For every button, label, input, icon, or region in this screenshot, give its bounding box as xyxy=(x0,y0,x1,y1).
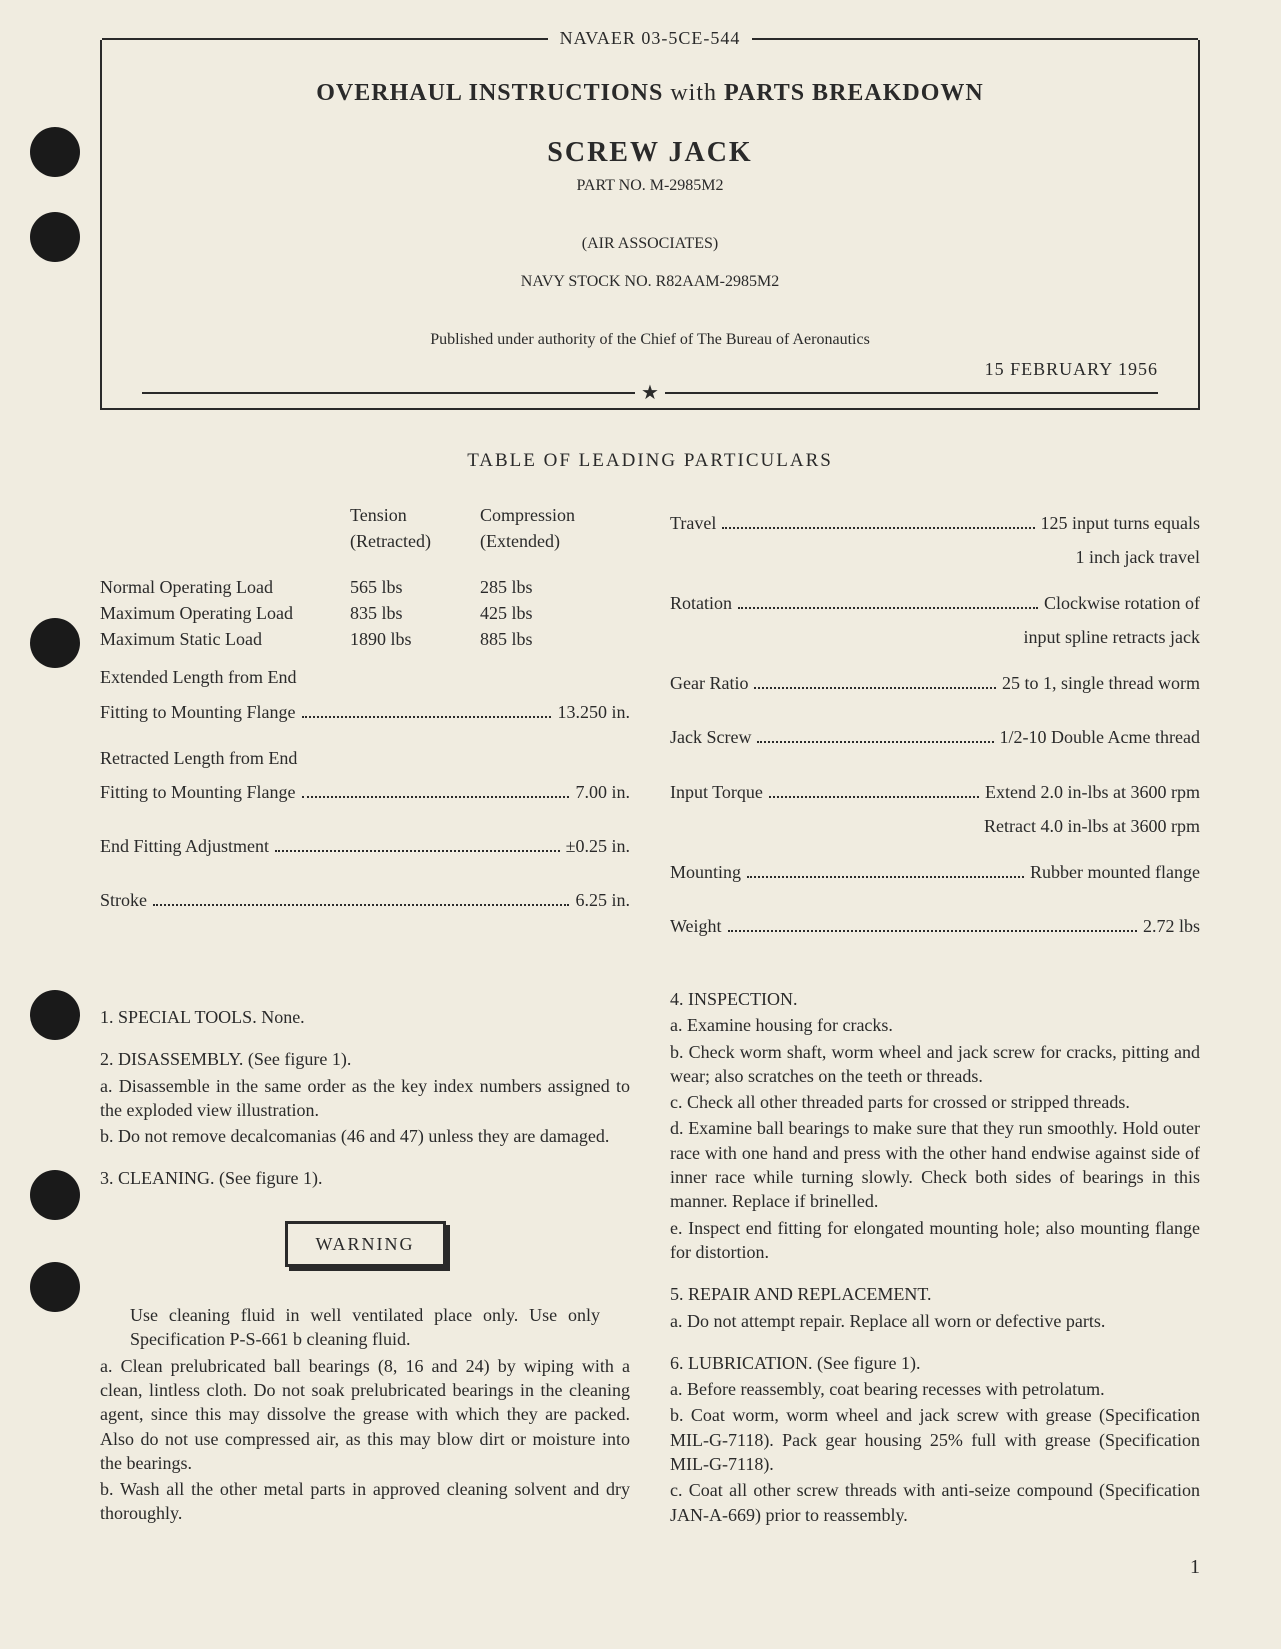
load-row: Normal Operating Load 565 lbs 285 lbs xyxy=(100,574,630,600)
section-heading: 6. LUBRICATION. (See figure 1). xyxy=(670,1351,1200,1375)
spec-line: Extended Length from End xyxy=(100,664,630,690)
body-text: b. Do not remove decalcomanias (46 and 4… xyxy=(100,1124,630,1148)
part-number: PART NO. M-2985M2 xyxy=(142,177,1158,195)
star-icon: ★ xyxy=(635,388,665,398)
body-text: a. Examine housing for cracks. xyxy=(670,1013,1200,1037)
body-text: b. Check worm shaft, worm wheel and jack… xyxy=(670,1040,1200,1089)
spec-line: Stroke 6.25 in. xyxy=(100,887,630,913)
page-content: NAVAER 03-5CE-544 OVERHAUL INSTRUCTIONS … xyxy=(100,40,1200,1529)
body-text: a. Do not attempt repair. Replace all wo… xyxy=(670,1309,1200,1333)
body-text: c. Coat all other screw threads with ant… xyxy=(670,1478,1200,1527)
spec-line: Fitting to Mounting Flange 7.00 in. xyxy=(100,779,630,805)
manufacturer: (AIR ASSOCIATES) xyxy=(142,235,1158,253)
body-text: e. Inspect end fitting for elongated mou… xyxy=(670,1216,1200,1265)
warning-box: WARNING xyxy=(285,1221,446,1267)
load-header: Tension (Retracted) Compression (Extende… xyxy=(100,502,630,554)
sub-title: SCREW JACK xyxy=(142,137,1158,169)
document-number: NAVAER 03-5CE-544 xyxy=(548,28,753,49)
spec-line: Retracted Length from End xyxy=(100,745,630,771)
stock-number: NAVY STOCK NO. R82AAM-2985M2 xyxy=(142,273,1158,291)
punch-hole xyxy=(30,1262,80,1312)
spec-line: Gear Ratio 25 to 1, single thread worm xyxy=(670,670,1200,696)
table-title: TABLE OF LEADING PARTICULARS xyxy=(100,450,1200,472)
section-heading: 4. INSPECTION. xyxy=(670,987,1200,1011)
spec-line: Jack Screw 1/2-10 Double Acme thread xyxy=(670,724,1200,750)
section-heading: 2. DISASSEMBLY. (See figure 1). xyxy=(100,1047,630,1071)
punch-hole xyxy=(30,127,80,177)
instructions: 1. SPECIAL TOOLS. None. 2. DISASSEMBLY. … xyxy=(100,987,1200,1529)
left-body: 1. SPECIAL TOOLS. None. 2. DISASSEMBLY. … xyxy=(100,987,630,1529)
body-text: b. Coat worm, worm wheel and jack screw … xyxy=(670,1403,1200,1476)
section-heading: 5. REPAIR AND REPLACEMENT. xyxy=(670,1282,1200,1306)
punch-hole xyxy=(30,212,80,262)
right-column: Travel 125 input turns equals 1 inch jac… xyxy=(670,502,1200,947)
punch-hole xyxy=(30,618,80,668)
publish-date: 15 FEBRUARY 1956 xyxy=(142,359,1158,380)
load-row: Maximum Static Load 1890 lbs 885 lbs xyxy=(100,626,630,652)
load-row: Maximum Operating Load 835 lbs 425 lbs xyxy=(100,600,630,626)
spec-line: End Fitting Adjustment ±0.25 in. xyxy=(100,833,630,859)
bottom-rule: ★ xyxy=(142,388,1158,398)
body-text: d. Examine ball bearings to make sure th… xyxy=(670,1116,1200,1213)
spec-line: Rotation Clockwise rotation of xyxy=(670,590,1200,616)
left-column: Tension (Retracted) Compression (Extende… xyxy=(100,502,630,947)
authority-line: Published under authority of the Chief o… xyxy=(142,331,1158,349)
spec-line: Fitting to Mounting Flange 13.250 in. xyxy=(100,699,630,725)
section-heading: 1. SPECIAL TOOLS. None. xyxy=(100,1005,630,1029)
spec-line: Travel 125 input turns equals xyxy=(670,510,1200,536)
body-text: a. Clean prelubricated ball bearings (8,… xyxy=(100,1354,630,1475)
warning-text: Use cleaning fluid in well ventilated pl… xyxy=(130,1303,600,1352)
main-title: OVERHAUL INSTRUCTIONS with PARTS BREAKDO… xyxy=(142,80,1158,107)
title-box: NAVAER 03-5CE-544 OVERHAUL INSTRUCTIONS … xyxy=(100,40,1200,410)
spec-line: Mounting Rubber mounted flange xyxy=(670,859,1200,885)
punch-hole xyxy=(30,990,80,1040)
body-text: b. Wash all the other metal parts in app… xyxy=(100,1477,630,1526)
body-text: c. Check all other threaded parts for cr… xyxy=(670,1090,1200,1114)
punch-hole xyxy=(30,1170,80,1220)
spec-line: Weight 2.72 lbs xyxy=(670,913,1200,939)
particulars-table: Tension (Retracted) Compression (Extende… xyxy=(100,502,1200,947)
right-body: 4. INSPECTION. a. Examine housing for cr… xyxy=(670,987,1200,1529)
spec-line: Input Torque Extend 2.0 in-lbs at 3600 r… xyxy=(670,779,1200,805)
section-heading: 3. CLEANING. (See figure 1). xyxy=(100,1166,630,1190)
page-number: 1 xyxy=(1190,1556,1200,1579)
body-text: a. Before reassembly, coat bearing reces… xyxy=(670,1377,1200,1401)
body-text: a. Disassemble in the same order as the … xyxy=(100,1074,630,1123)
